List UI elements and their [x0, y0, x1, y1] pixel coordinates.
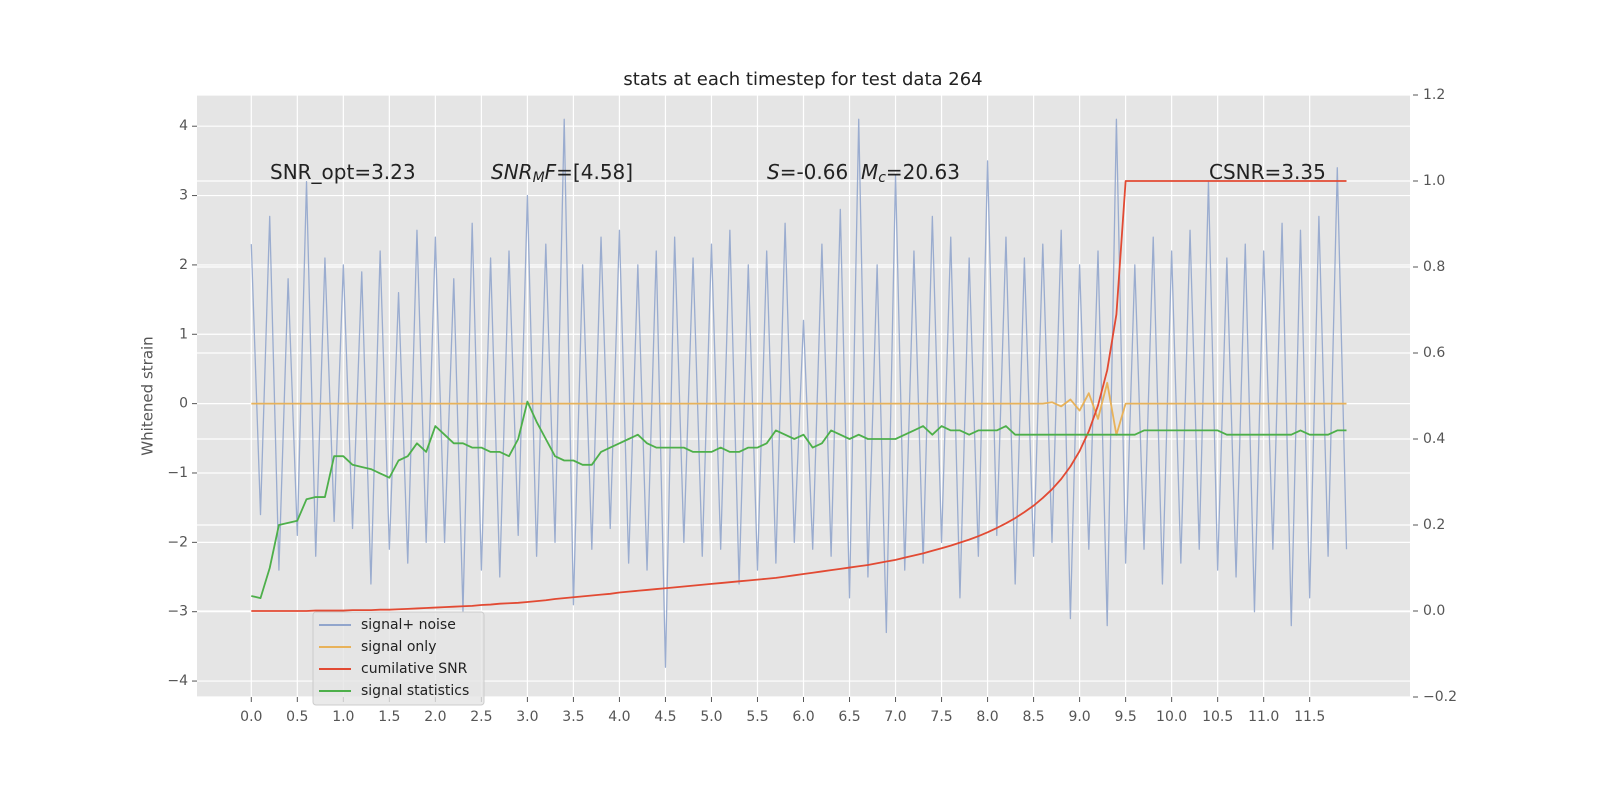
- x-tick-label: 0.0: [240, 709, 262, 725]
- y-tick-label: 0: [179, 396, 188, 412]
- x-tick-label: 11.0: [1248, 709, 1279, 725]
- annotation-part: =-0.66: [780, 160, 861, 184]
- x-tick-label: 11.5: [1294, 709, 1325, 725]
- y2-tick-label: 0.0: [1423, 603, 1445, 619]
- x-tick-label: 2.0: [424, 709, 446, 725]
- annotation: CSNR=3.35: [1209, 160, 1326, 184]
- x-tick-label: 8.5: [1022, 709, 1044, 725]
- series-line: [251, 381, 1347, 436]
- annotation: S=-0.66 Mc=20.63: [767, 160, 960, 187]
- y-axis-label: Whitened strain: [139, 336, 157, 455]
- grid: [197, 94, 1410, 698]
- y-tick-label: −3: [167, 604, 188, 620]
- y2-tick-label: 0.8: [1423, 259, 1445, 275]
- x-tick-label: 9.5: [1114, 709, 1136, 725]
- annotation: SNR_opt=3.23: [270, 160, 416, 184]
- data-layer: [250, 118, 1348, 668]
- x-tick-label: 6.0: [792, 709, 814, 725]
- x-tick-label: 10.5: [1202, 709, 1233, 725]
- chart-title: stats at each timestep for test data 264: [623, 69, 982, 90]
- series-line: [251, 180, 1347, 612]
- x-tick-label: 2.5: [470, 709, 492, 725]
- annotation-part: c: [878, 170, 886, 186]
- annotation-part: =[4.58]: [556, 160, 633, 184]
- x-tick-label: 5.0: [700, 709, 722, 725]
- x-tick-label: 3.5: [562, 709, 584, 725]
- x-tick-label: 7.5: [930, 709, 952, 725]
- x-tick-label: 1.0: [332, 709, 354, 725]
- x-tick-label: 8.0: [976, 709, 998, 725]
- legend-box: [312, 611, 485, 706]
- x-tick-label: 4.5: [654, 709, 676, 725]
- y-tick-label: 1: [179, 326, 188, 342]
- y2-tick-label: −0.2: [1423, 689, 1457, 705]
- y2-tick-label: 0.6: [1423, 345, 1445, 361]
- legend-label: cumilative SNR: [361, 661, 468, 677]
- legend: signal+ noise signal only cumilative SNR si…: [312, 611, 485, 706]
- x-tick-label: 10.0: [1156, 709, 1187, 725]
- y2-tick-label: 0.4: [1423, 431, 1445, 447]
- y-tick-label: −1: [167, 465, 188, 481]
- annotation-part: SNR_opt=3.23: [270, 160, 416, 184]
- x-tick-label: 3.0: [516, 709, 538, 725]
- y-tick-label: −2: [167, 534, 188, 550]
- annotation-part: M: [533, 170, 545, 186]
- annotation: SNRMF=[4.58]: [491, 160, 633, 187]
- annotation-part: S: [767, 160, 780, 184]
- series-line: [250, 118, 1348, 668]
- x-tick-label: 7.0: [884, 709, 906, 725]
- series-line: [251, 400, 1347, 599]
- x-tick-label: 5.5: [746, 709, 768, 725]
- annotation-part: F: [545, 160, 557, 184]
- y2-tick-label: 1.2: [1423, 87, 1445, 103]
- legend-label: signal statistics: [361, 683, 469, 699]
- x-tick-label: 9.0: [1068, 709, 1090, 725]
- x-tick-label: 6.5: [838, 709, 860, 725]
- annotation-part: CSNR=3.35: [1209, 160, 1326, 184]
- y2-tick-label: 0.2: [1423, 517, 1445, 533]
- x-tick-label: 4.0: [608, 709, 630, 725]
- overlay: 0.0 0.5 1.0 1.5 2.0 2.5 3.0 3.5 4.0 4.5 5.0 5.5 6.0 6…: [167, 87, 1457, 725]
- annotation-part: =20.63: [886, 160, 960, 184]
- y-tick-label: 4: [179, 118, 188, 134]
- y-tick-label: −4: [167, 673, 188, 689]
- y-tick-label: 2: [179, 257, 188, 273]
- y-tick-label: 3: [179, 188, 188, 204]
- annotation-part: SNR: [491, 160, 533, 184]
- y2-tick-label: 1.0: [1423, 173, 1445, 189]
- x-tick-label: 1.5: [378, 709, 400, 725]
- x-tick-label: 0.5: [286, 709, 308, 725]
- legend-label: signal only: [361, 639, 436, 655]
- legend-label: signal+ noise: [361, 617, 456, 633]
- annotation-part: M: [861, 160, 878, 184]
